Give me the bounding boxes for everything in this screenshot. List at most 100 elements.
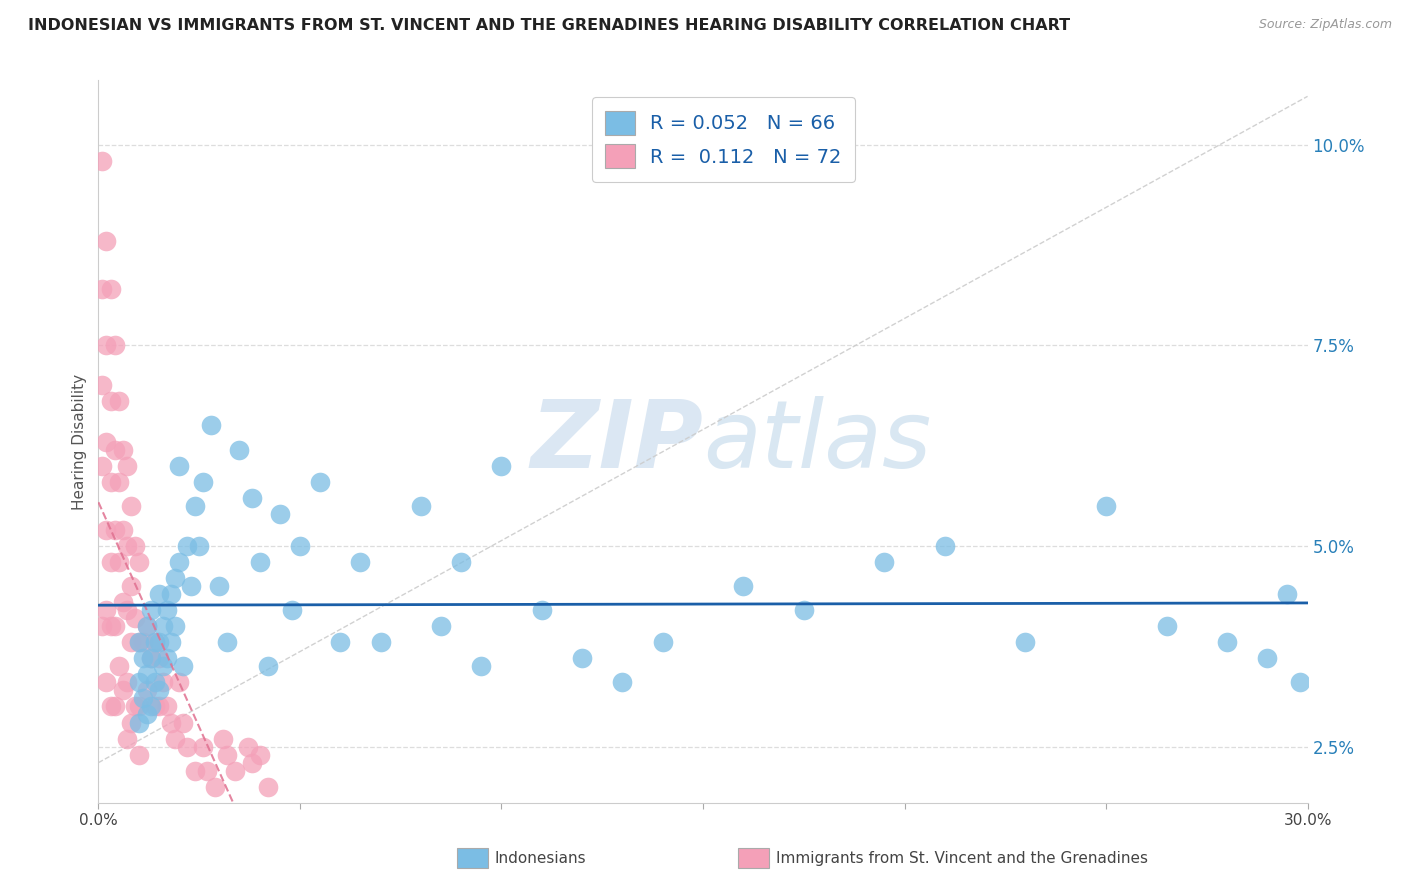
Point xyxy=(733,579,755,593)
Point xyxy=(163,619,186,633)
Point xyxy=(934,539,956,553)
Point xyxy=(135,707,157,722)
Point xyxy=(1256,651,1278,665)
Point xyxy=(139,651,162,665)
Point xyxy=(91,378,114,392)
Point xyxy=(128,675,150,690)
Y-axis label: Hearing Disability: Hearing Disability xyxy=(72,374,87,509)
Point xyxy=(236,739,259,754)
Point xyxy=(240,491,263,505)
Point xyxy=(228,442,250,457)
Point xyxy=(651,635,673,649)
Point xyxy=(409,499,432,513)
Text: ZIP: ZIP xyxy=(530,395,703,488)
Point xyxy=(124,699,146,714)
Point xyxy=(115,539,138,553)
Point xyxy=(148,699,170,714)
Point xyxy=(530,603,553,617)
Point xyxy=(172,715,194,730)
Point xyxy=(217,635,239,649)
Point xyxy=(115,603,138,617)
Point xyxy=(249,555,271,569)
Point xyxy=(128,635,150,649)
Point xyxy=(103,442,125,457)
Point xyxy=(135,619,157,633)
Point xyxy=(107,555,129,569)
Point xyxy=(204,780,226,794)
Point xyxy=(96,603,118,617)
Point xyxy=(256,780,278,794)
Legend: R = 0.052   N = 66, R =  0.112   N = 72: R = 0.052 N = 66, R = 0.112 N = 72 xyxy=(592,97,855,182)
Point xyxy=(96,523,118,537)
Point xyxy=(132,691,155,706)
Point xyxy=(349,555,371,569)
Point xyxy=(91,282,114,296)
Point xyxy=(163,571,186,585)
Point xyxy=(281,603,304,617)
Point xyxy=(288,539,311,553)
Point xyxy=(167,458,190,473)
Point xyxy=(160,715,183,730)
Point xyxy=(135,683,157,698)
Point xyxy=(184,764,207,778)
Point xyxy=(135,667,157,681)
Point xyxy=(115,675,138,690)
Text: atlas: atlas xyxy=(703,396,931,487)
Point xyxy=(103,338,125,352)
Point xyxy=(167,675,190,690)
Point xyxy=(188,539,211,553)
Point xyxy=(450,555,472,569)
Point xyxy=(1288,675,1310,690)
Point xyxy=(91,458,114,473)
Point xyxy=(96,234,118,248)
Point xyxy=(143,699,166,714)
Point xyxy=(1014,635,1036,649)
Point xyxy=(156,699,179,714)
Point xyxy=(132,651,155,665)
Point xyxy=(793,603,815,617)
Point xyxy=(217,747,239,762)
Point xyxy=(139,651,162,665)
Point xyxy=(120,579,142,593)
Point xyxy=(1277,587,1299,601)
Point xyxy=(100,282,122,296)
Point xyxy=(107,394,129,409)
Point xyxy=(96,434,118,449)
Point xyxy=(111,523,134,537)
Point xyxy=(430,619,453,633)
Point xyxy=(128,715,150,730)
Point xyxy=(148,587,170,601)
Point xyxy=(128,699,150,714)
Point xyxy=(120,715,142,730)
Point xyxy=(148,683,170,698)
Point xyxy=(100,699,122,714)
Point xyxy=(111,595,134,609)
Text: Source: ZipAtlas.com: Source: ZipAtlas.com xyxy=(1258,18,1392,31)
Point xyxy=(172,659,194,673)
Point xyxy=(103,523,125,537)
Point xyxy=(107,475,129,489)
Point xyxy=(135,619,157,633)
Point xyxy=(176,739,198,754)
Point xyxy=(193,739,215,754)
Point xyxy=(96,338,118,352)
Point xyxy=(491,458,513,473)
Point xyxy=(240,756,263,770)
Point xyxy=(120,499,142,513)
Point xyxy=(143,635,166,649)
Point xyxy=(128,747,150,762)
Point xyxy=(124,611,146,625)
Point xyxy=(91,153,114,168)
Point xyxy=(111,683,134,698)
Point xyxy=(115,458,138,473)
Point xyxy=(115,731,138,746)
Point xyxy=(152,619,174,633)
Point xyxy=(100,475,122,489)
Point xyxy=(195,764,218,778)
Point xyxy=(370,635,392,649)
Point xyxy=(200,418,222,433)
Point xyxy=(120,635,142,649)
Point xyxy=(103,699,125,714)
Point xyxy=(148,635,170,649)
Point xyxy=(212,731,235,746)
